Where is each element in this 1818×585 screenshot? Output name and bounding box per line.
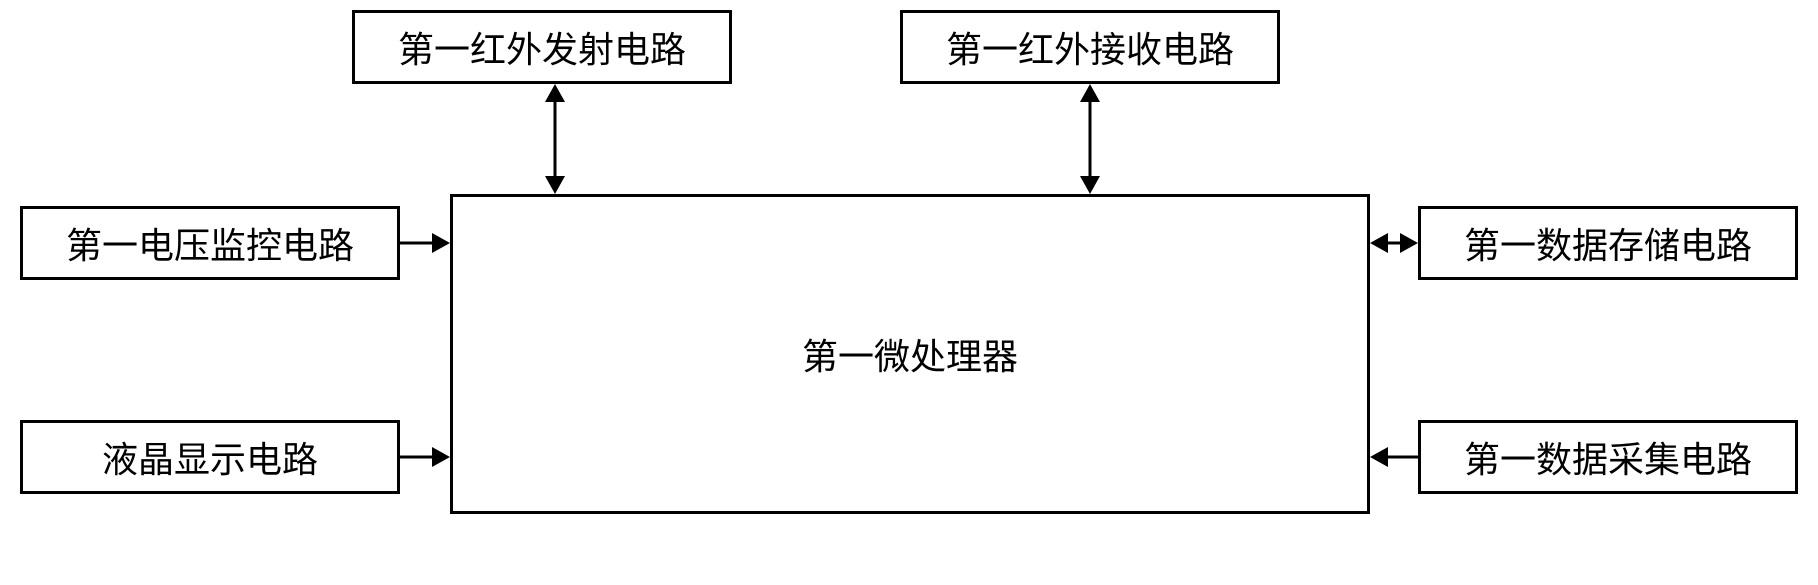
node-voltage-monitor: 第一电压监控电路 (20, 206, 400, 280)
node-microprocessor: 第一微处理器 (450, 194, 1370, 514)
node-ir-tx-label: 第一红外发射电路 (398, 21, 686, 73)
node-data-acquisition: 第一数据采集电路 (1418, 420, 1798, 494)
node-data-acquisition-label: 第一数据采集电路 (1464, 431, 1752, 483)
node-microprocessor-label: 第一微处理器 (802, 328, 1018, 380)
node-data-storage-label: 第一数据存储电路 (1464, 217, 1752, 269)
node-ir-tx: 第一红外发射电路 (352, 10, 732, 84)
node-voltage-monitor-label: 第一电压监控电路 (66, 217, 354, 269)
node-ir-rx-label: 第一红外接收电路 (946, 21, 1234, 73)
node-lcd: 液晶显示电路 (20, 420, 400, 494)
node-lcd-label: 液晶显示电路 (102, 431, 318, 483)
node-ir-rx: 第一红外接收电路 (900, 10, 1280, 84)
node-data-storage: 第一数据存储电路 (1418, 206, 1798, 280)
